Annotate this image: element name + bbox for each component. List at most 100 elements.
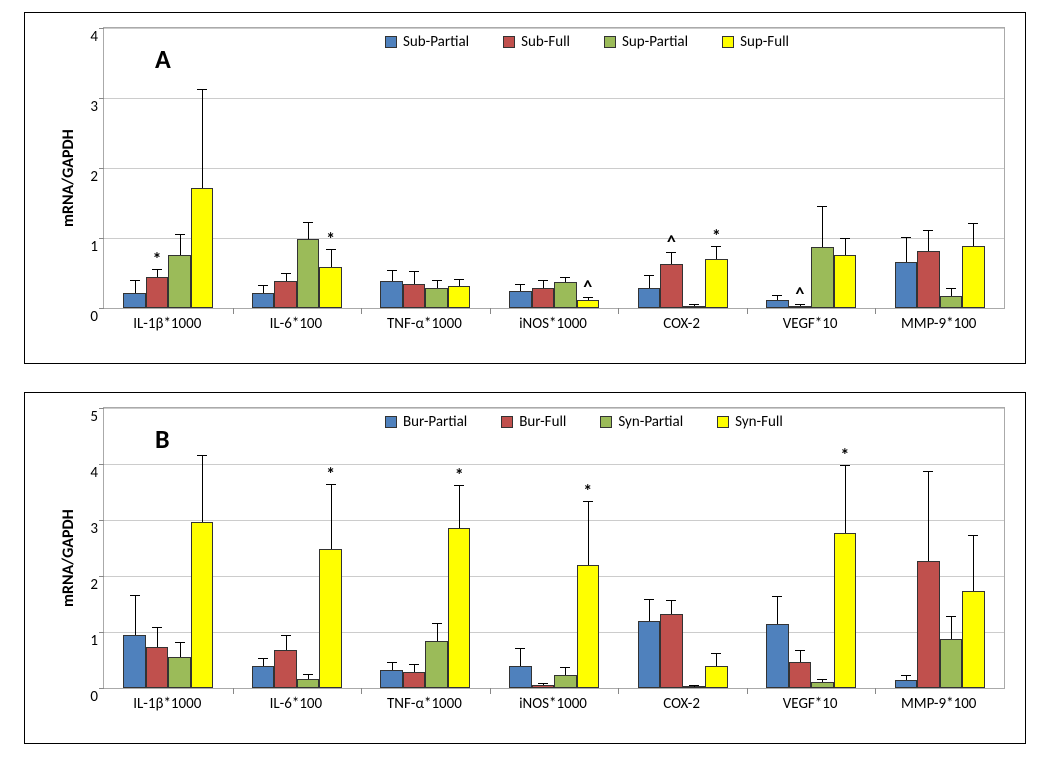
error-bar [973,536,974,590]
y-tick-label: 2 [90,168,104,186]
error-bar [565,278,566,282]
bar [509,666,532,688]
gridline [104,238,1004,239]
legend-label: Sup-Partial [622,33,688,51]
category-label: MMP-9*100 [901,315,976,333]
error-bar [671,601,672,614]
y-tick-label: 0 [90,308,104,326]
error-cap [303,222,313,223]
bar [146,647,169,688]
annotation-*: * [583,480,592,502]
error-cap [840,238,850,239]
error-cap [901,237,911,238]
category-label: VEGF*10 [783,695,838,713]
bar [962,246,985,308]
category-label: IL-1β*1000 [133,695,201,713]
legend: Sub-PartialSub-FullSup-PartialSup-Full [385,33,789,51]
annotation-^: ^ [667,231,676,253]
error-bar [263,659,264,666]
category-tick [490,688,491,694]
y-tick-mark [99,688,104,689]
legend-swatch [385,416,397,428]
plot-area: 01234**^^*^ [103,27,1005,309]
gridline [104,632,1004,633]
y-tick-mark [99,408,104,409]
error-bar [845,466,846,533]
error-cap [515,284,525,285]
error-cap [968,223,978,224]
error-cap [281,635,291,636]
error-bar [822,207,823,248]
bar [274,650,297,688]
category-tick [875,308,876,314]
error-cap [432,280,442,281]
bar [191,188,214,308]
error-cap [281,273,291,274]
legend-item: Bur-Partial [385,413,467,431]
legend-label: Bur-Partial [403,413,467,431]
bar [532,288,555,308]
annotation-*: * [712,225,721,247]
category-label: IL-6*100 [270,315,323,333]
annotation-^: ^ [795,283,804,305]
error-cap [175,642,185,643]
error-bar [392,271,393,281]
error-bar [716,654,717,665]
bar [403,284,426,309]
error-bar [459,280,460,286]
bar [660,264,683,308]
category-tick [618,688,619,694]
bar [789,662,812,688]
bar [683,306,706,308]
error-cap [666,600,676,601]
legend-item: Sup-Partial [604,33,688,51]
category-tick [875,688,876,694]
bar [834,533,857,688]
error-bar [202,90,203,188]
error-bar [263,286,264,293]
error-cap [923,230,933,231]
error-bar [800,651,801,662]
bar [895,262,918,308]
category-tick [747,688,748,694]
error-bar [331,485,332,549]
error-cap [387,270,397,271]
annotation-*: * [153,248,162,270]
bar [252,666,275,688]
error-bar [286,636,287,649]
error-cap [560,667,570,668]
y-tick-mark [99,168,104,169]
category-tick [361,688,362,694]
bar [380,670,403,688]
bar [917,251,940,308]
panel-A: 01234**^^*^mRNA/GAPDHASub-PartialSub-Ful… [24,12,1026,364]
error-cap [923,471,933,472]
y-tick-label: 4 [90,464,104,482]
error-cap [560,277,570,278]
category-tick [490,308,491,314]
error-cap [772,596,782,597]
category-tick [361,308,362,314]
error-bar [414,272,415,283]
gridline [104,168,1004,169]
error-bar [157,270,158,277]
bar [380,281,403,308]
error-cap [515,648,525,649]
category-label: VEGF*10 [783,315,838,333]
plot-area: 012345**** [103,407,1005,689]
bar [297,239,320,308]
bar [940,639,963,688]
error-cap [538,280,548,281]
error-bar [716,247,717,259]
legend-swatch [501,416,513,428]
legend-item: Syn-Partial [600,413,683,431]
gridline [104,408,1004,409]
legend-item: Sup-Full [722,33,789,51]
bar [811,682,834,688]
legend-swatch [604,36,616,48]
error-bar [459,486,460,527]
error-bar [135,281,136,293]
bar [577,565,600,688]
y-tick-mark [99,308,104,309]
y-tick-mark [99,520,104,521]
